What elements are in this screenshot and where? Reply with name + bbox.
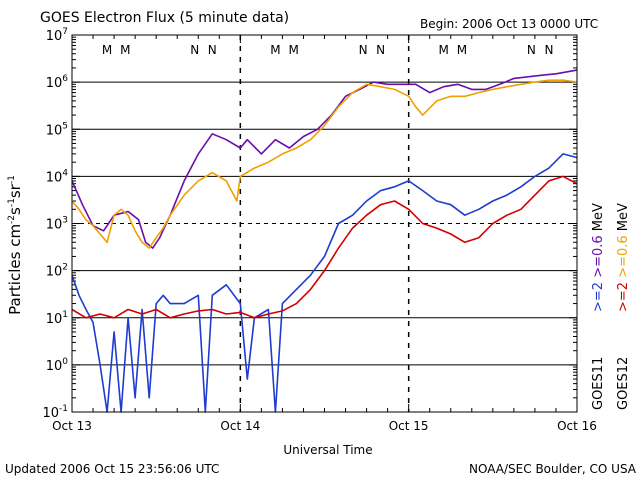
y-axis-label-main: Particles cm (6, 224, 24, 315)
marker-label: N (359, 43, 368, 57)
marker-label: M (102, 43, 112, 57)
y-tick-label: 104 (46, 168, 69, 185)
y-tick-label: 101 (46, 310, 68, 327)
legend-entry: >=0.6 (616, 235, 631, 282)
y-tick-label: 103 (46, 216, 68, 233)
y-tick-label: 107 (46, 27, 68, 44)
legend-entry: MeV (591, 203, 606, 235)
marker-label: N (208, 43, 217, 57)
marker-label: N (376, 43, 385, 57)
grid-lines (72, 35, 577, 412)
marker-label: N (544, 43, 553, 57)
legend-entry: >=2 (616, 282, 631, 312)
legend-goes12-energies: >=2 >=0.6 MeV (616, 203, 631, 312)
chart-title: GOES Electron Flux (5 minute data) (40, 10, 289, 26)
series-line (71, 153, 578, 413)
legend-entry: MeV (616, 203, 631, 235)
legend-goes12-label: GOES12 (616, 357, 631, 410)
marker-label: N (527, 43, 536, 57)
y-tick-label: 105 (46, 121, 68, 138)
legend-goes11-energies: >=2 >=0.6 MeV (591, 203, 606, 312)
series-line (71, 69, 578, 249)
svg-text:Particles cm-2s-1sr-1: Particles cm-2s-1sr-1 (6, 175, 24, 315)
legend-goes11-label-text: GOES11 (591, 357, 606, 410)
data-series (71, 69, 578, 413)
x-tick-label: Oct 16 (557, 419, 597, 433)
legend-entry: GOES12 (616, 357, 631, 410)
legend-goes12-label-text: GOES12 (616, 357, 631, 410)
marker-label: M (439, 43, 449, 57)
marker-label: M (120, 43, 130, 57)
x-axis-label: Universal Time (283, 443, 372, 457)
legend-entry: >=0.6 (591, 235, 606, 282)
y-axis: 10-1 100 101 102 103 104 105 106 107 (42, 27, 577, 421)
series-line (71, 175, 578, 319)
marker-label: M (270, 43, 280, 57)
y-tick-label: 10-1 (42, 404, 68, 421)
legend-entry: GOES11 (591, 357, 606, 410)
y-tick-label: 100 (46, 357, 69, 374)
legend-goes11-label: GOES11 (591, 357, 606, 410)
x-tick-label: Oct 14 (220, 419, 260, 433)
plot-frame (71, 34, 578, 413)
x-tick-label: Oct 13 (52, 419, 92, 433)
y-tick-label: 106 (46, 74, 69, 91)
legend-goes12-energies-text: >=2 >=0.6 MeV (616, 203, 631, 312)
source-credit: NOAA/SEC Boulder, CO USA (469, 462, 637, 476)
x-axis: Oct 13 Oct 14 Oct 15 Oct 16 (52, 35, 597, 433)
series-line (71, 79, 578, 249)
updated-timestamp: Updated 2006 Oct 15 23:56:06 UTC (5, 462, 219, 476)
marker-label: N (190, 43, 199, 57)
begin-label: Begin: 2006 Oct 13 0000 UTC (420, 17, 598, 31)
legend-goes11-energies-text: >=2 >=0.6 MeV (591, 203, 606, 312)
y-tick-label: 102 (46, 263, 68, 280)
legend-entry: >=2 (591, 282, 606, 312)
y-axis-label: Particles cm-2s-1sr-1 (6, 175, 24, 315)
legend: GOES11 GOES12>=2 >=0.6 MeV>=2 >=0.6 MeV (591, 203, 631, 410)
marker-label: M (457, 43, 467, 57)
marker-label: M (288, 43, 298, 57)
x-tick-label: Oct 15 (389, 419, 429, 433)
